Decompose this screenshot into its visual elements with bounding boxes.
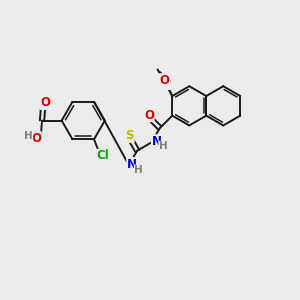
Text: O: O (144, 109, 154, 122)
Text: N: N (127, 158, 137, 171)
Text: H: H (134, 165, 143, 175)
Text: S: S (126, 129, 134, 142)
Text: O: O (40, 96, 50, 110)
Text: H: H (159, 141, 168, 151)
Text: O: O (161, 76, 171, 89)
Text: O: O (31, 132, 41, 145)
Text: N: N (152, 135, 161, 148)
Text: O: O (159, 74, 170, 87)
Text: Cl: Cl (97, 149, 109, 162)
Text: H: H (24, 131, 33, 141)
